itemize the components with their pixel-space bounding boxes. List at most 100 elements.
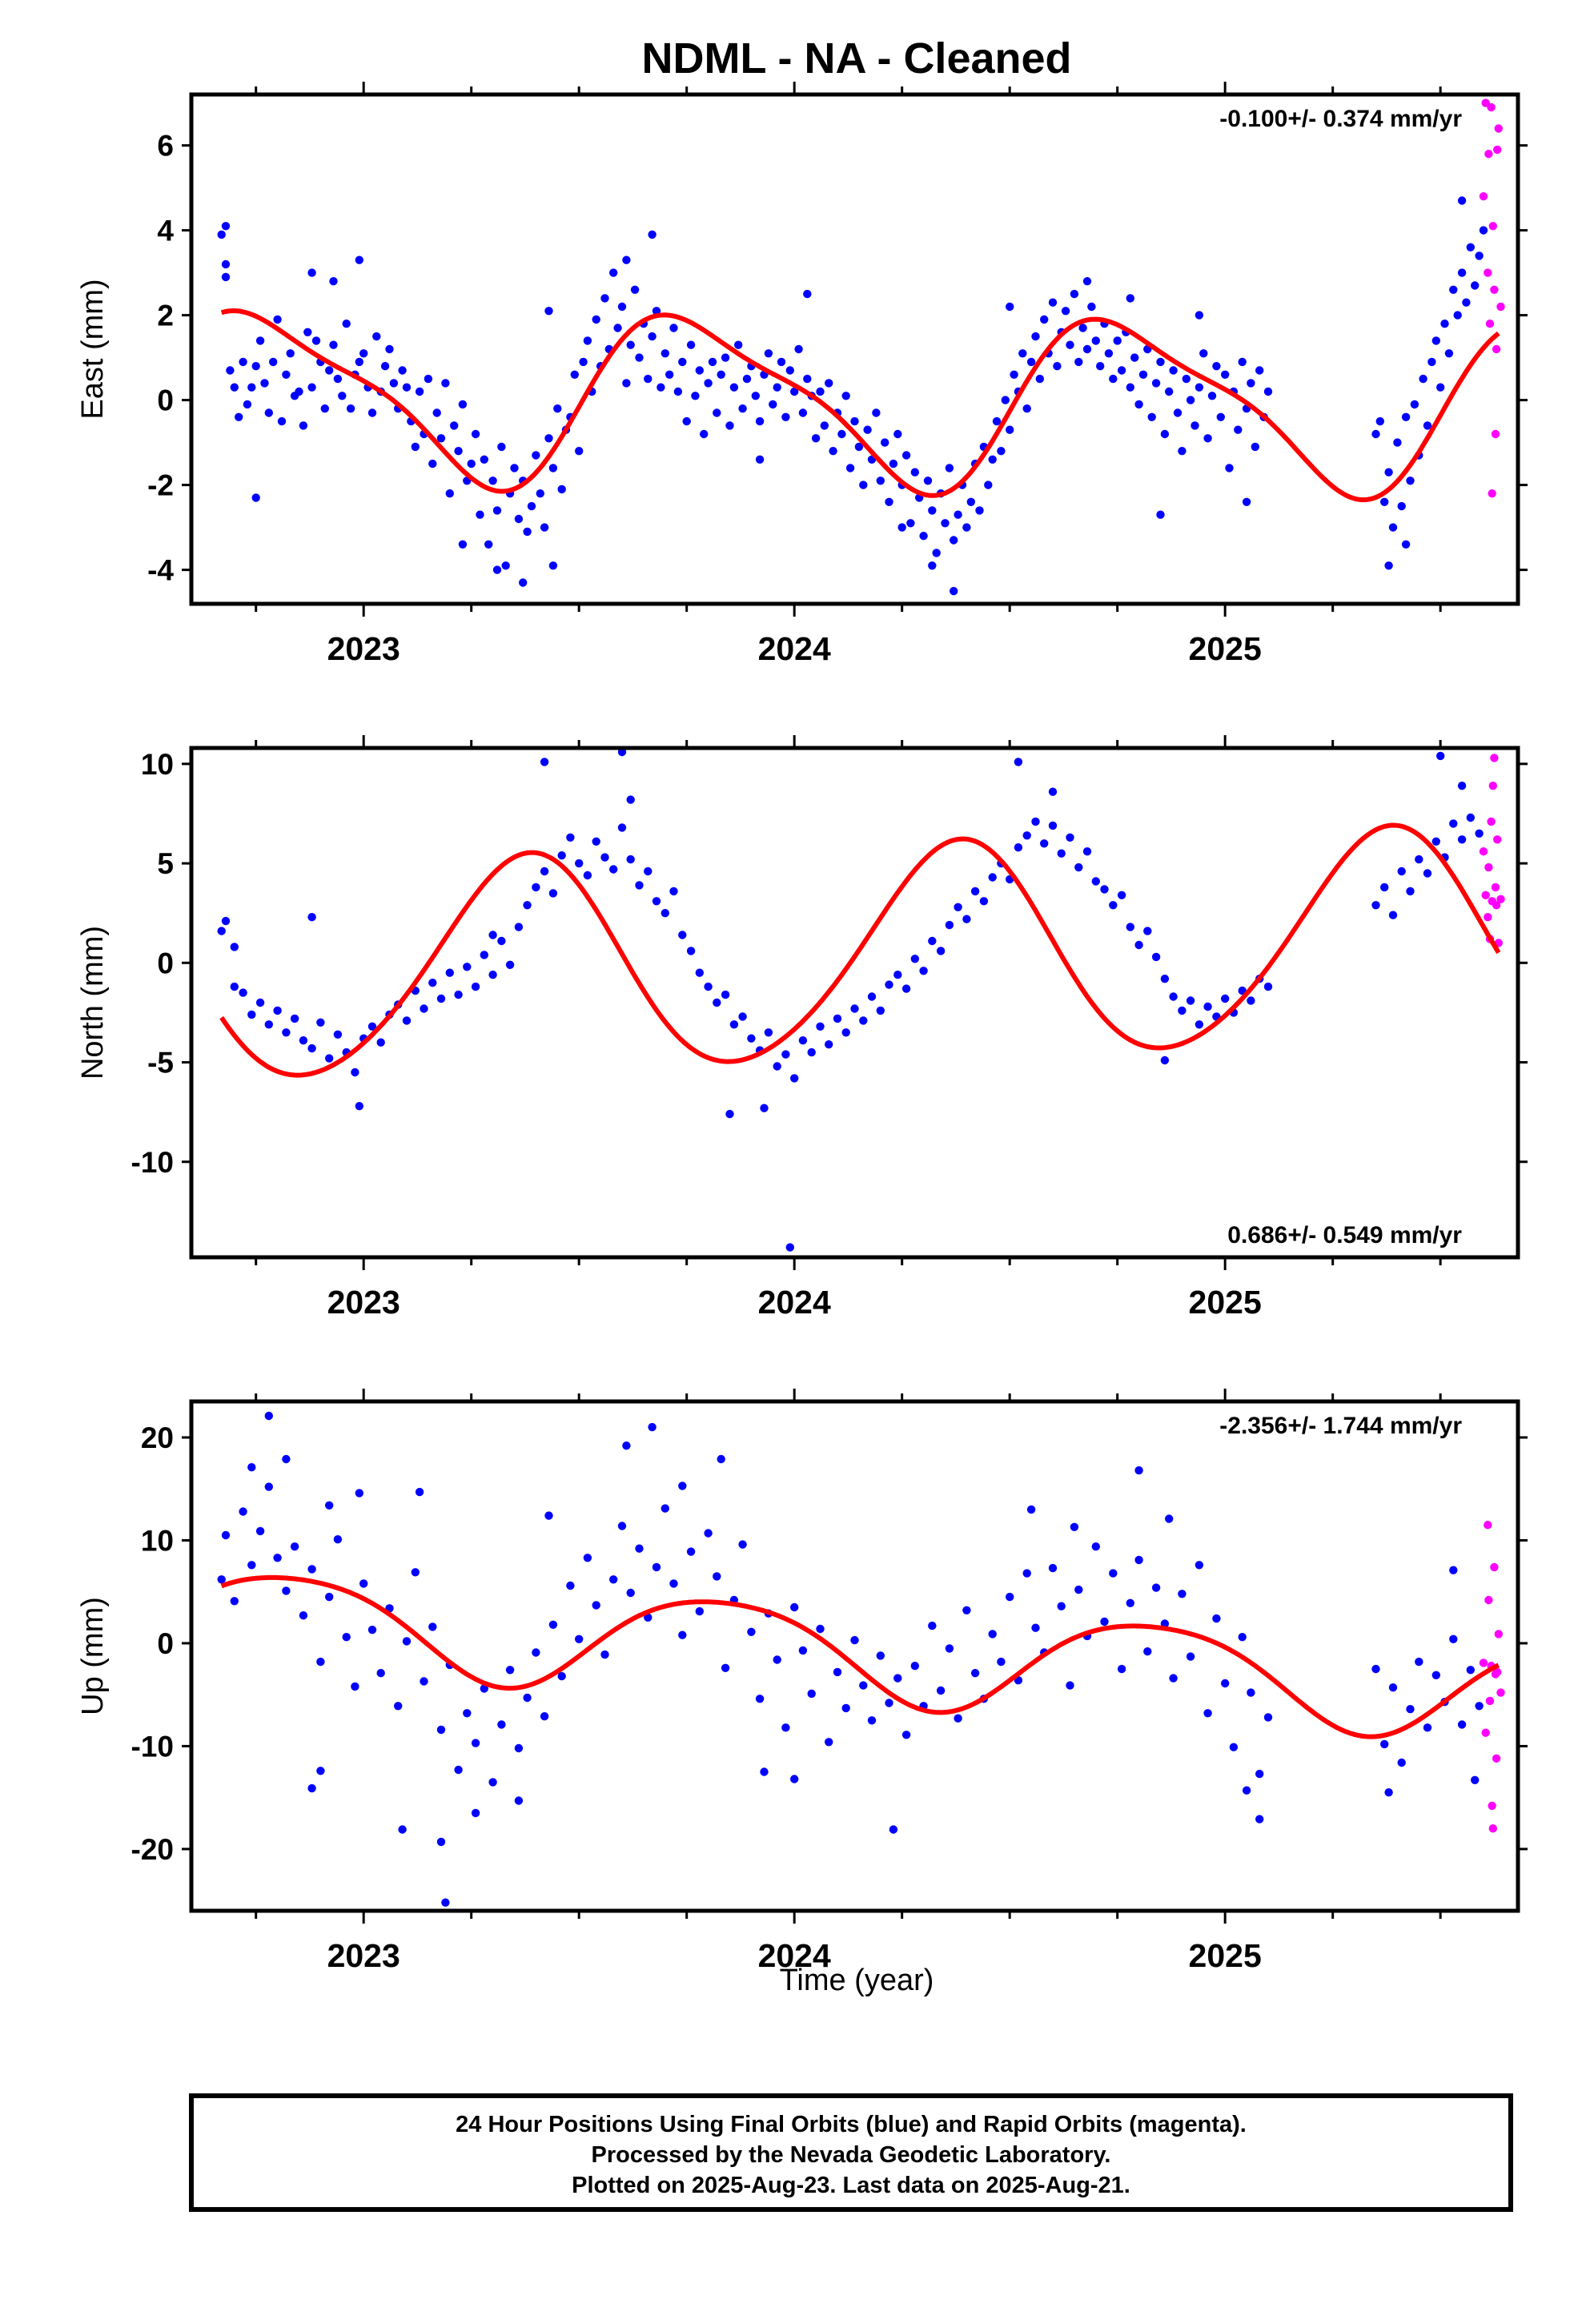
- north-final-point: [282, 1028, 291, 1037]
- east-final-point: [247, 383, 256, 392]
- east-final-point: [492, 506, 502, 515]
- north-final-point: [1380, 883, 1389, 892]
- east-final-point: [820, 421, 829, 430]
- east-final-point: [497, 442, 506, 452]
- north-rapid-point: [1484, 862, 1493, 872]
- east-final-point: [1195, 311, 1204, 320]
- up-final-point: [1229, 1743, 1239, 1751]
- north-final-point: [1436, 751, 1445, 761]
- north-final-point: [1263, 982, 1273, 991]
- north-final-point: [376, 1038, 385, 1047]
- up-final-point: [333, 1535, 343, 1544]
- east-rapid-point: [1496, 302, 1505, 312]
- east-final-point: [307, 268, 316, 277]
- north-final-point: [725, 1109, 734, 1119]
- up-final-point: [557, 1671, 566, 1681]
- east-final-point: [1242, 497, 1251, 506]
- north-final-point: [644, 866, 652, 876]
- east-final-point: [570, 370, 579, 379]
- up-final-point: [1457, 1720, 1467, 1729]
- up-final-point: [566, 1581, 575, 1590]
- east-final-point: [1388, 523, 1398, 532]
- up-final-point: [355, 1489, 363, 1498]
- north-x-tick-label: 2023: [327, 1284, 400, 1321]
- up-final-point: [325, 1592, 334, 1602]
- east-points: [217, 99, 1505, 596]
- north-final-point: [962, 915, 971, 923]
- east-final-point: [1018, 349, 1027, 358]
- up-final-point: [1431, 1671, 1441, 1679]
- up-final-point: [686, 1547, 696, 1556]
- east-final-point: [790, 387, 799, 396]
- east-final-point: [359, 349, 368, 358]
- east-final-point: [480, 455, 488, 464]
- up-rapid-point: [1490, 1562, 1499, 1572]
- north-rapid-point: [1481, 891, 1490, 900]
- east-final-point: [1156, 510, 1165, 519]
- east-final-point: [837, 429, 846, 439]
- up-final-point: [428, 1622, 437, 1631]
- east-final-point: [850, 416, 859, 426]
- north-final-point: [1431, 837, 1441, 846]
- north-final-point: [1143, 927, 1152, 935]
- up-final-point: [1397, 1758, 1406, 1767]
- east-final-point: [1165, 387, 1174, 396]
- east-final-point: [1247, 379, 1255, 388]
- east-final-point: [1109, 374, 1118, 384]
- north-final-point: [729, 1020, 739, 1029]
- north-final-point: [910, 955, 920, 963]
- east-final-point: [1040, 315, 1049, 324]
- north-final-point: [893, 971, 902, 979]
- east-final-point: [622, 379, 631, 388]
- north-final-point: [540, 758, 549, 766]
- east-final-point: [579, 357, 588, 367]
- east-final-point: [755, 455, 765, 464]
- north-points: [217, 748, 1505, 1252]
- east-final-point: [950, 536, 958, 545]
- north-final-point: [609, 865, 618, 874]
- east-final-point: [544, 307, 553, 316]
- up-final-point: [1471, 1775, 1480, 1784]
- north-final-point: [255, 998, 265, 1007]
- east-final-point: [622, 255, 631, 264]
- north-final-point: [781, 1050, 790, 1059]
- east-final-point: [708, 357, 717, 367]
- north-final-point: [1466, 813, 1476, 822]
- up-final-point: [1406, 1705, 1415, 1714]
- east-x-tick-label: 2024: [758, 630, 831, 667]
- east-final-point: [329, 340, 338, 349]
- east-final-point: [859, 480, 868, 489]
- east-final-point: [1117, 366, 1126, 375]
- east-y-axis-label: East (mm): [76, 279, 110, 419]
- east-final-point: [1053, 362, 1062, 371]
- east-final-point: [1010, 370, 1018, 379]
- up-final-point: [626, 1588, 635, 1598]
- north-final-point: [936, 947, 946, 955]
- page-title: NDML - NA - Cleaned: [641, 34, 1072, 82]
- north-final-point: [1423, 869, 1432, 878]
- up-fit-curve: [220, 1574, 1500, 1739]
- up-final-point: [997, 1657, 1006, 1667]
- up-final-point: [376, 1669, 385, 1678]
- east-final-point: [458, 540, 468, 549]
- up-final-point: [540, 1712, 549, 1721]
- up-rapid-point: [1488, 1801, 1496, 1811]
- up-rapid-point: [1496, 1688, 1505, 1697]
- up-final-point: [1091, 1542, 1101, 1551]
- north-final-point: [600, 853, 609, 862]
- north-final-point: [1195, 1020, 1204, 1029]
- east-final-point: [303, 328, 312, 336]
- north-final-point: [764, 1028, 773, 1037]
- east-final-point: [441, 379, 450, 388]
- up-final-point: [316, 1657, 325, 1667]
- north-final-point: [480, 951, 488, 959]
- north-final-point: [471, 982, 480, 991]
- up-final-point: [1263, 1713, 1273, 1722]
- north-final-point: [420, 1004, 428, 1013]
- up-final-point: [1006, 1592, 1014, 1602]
- east-final-point: [617, 302, 627, 312]
- east-final-point: [450, 421, 459, 430]
- east-final-point: [945, 464, 954, 472]
- north-final-point: [221, 916, 231, 926]
- east-final-point: [1182, 374, 1191, 384]
